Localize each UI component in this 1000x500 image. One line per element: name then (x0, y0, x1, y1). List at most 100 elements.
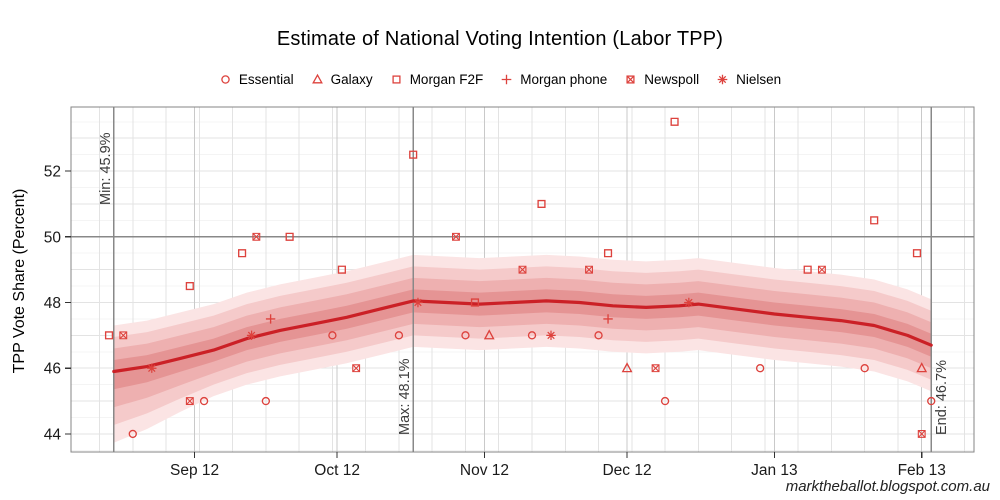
data-point-newspoll (651, 364, 660, 373)
legend-label: Newspoll (644, 72, 700, 87)
data-point-morgan-f2f-shape (185, 281, 194, 291)
y-tick-label: 44 (44, 426, 62, 443)
y-axis-title: TPP Vote Share (Percent) (11, 188, 28, 374)
data-point-essential-shape (199, 396, 209, 406)
data-point-essential-shape (328, 331, 337, 340)
morgan-f2f-square-icon (392, 75, 401, 84)
data-point-newspoll-shape (585, 265, 593, 274)
data-point-essential-shape (261, 396, 271, 406)
data-point-morgan-f2f (537, 199, 546, 209)
data-point-nielsen-shape (546, 330, 556, 341)
data-point-newspoll (452, 232, 460, 241)
data-point-nielsen (684, 297, 694, 308)
legend: Essential Galaxy Morgan F2F Morgan phone… (0, 72, 1000, 87)
y-tick-label: 46 (44, 361, 61, 378)
legend-item-essential: Essential (219, 72, 294, 87)
data-point-newspoll (119, 331, 128, 340)
data-point-essential (660, 396, 670, 406)
data-point-morgan-f2f (803, 265, 812, 274)
data-point-newspoll-shape (917, 429, 926, 438)
data-point-essential (199, 396, 209, 406)
x-tick-label: Feb 13 (898, 462, 946, 479)
data-point-newspoll-shape (352, 364, 360, 373)
x-tick-label: Oct 12 (314, 462, 360, 479)
data-point-newspoll (817, 265, 826, 274)
data-point-morgan-phone-shape (603, 314, 613, 324)
data-point-morgan-f2f (238, 249, 247, 258)
data-point-essential (527, 331, 537, 340)
legend-label: Galaxy (330, 72, 373, 87)
data-point-morgan-f2f-shape (337, 265, 346, 274)
data-point-nielsen (147, 363, 157, 373)
data-point-morgan-f2f (470, 298, 480, 307)
data-point-morgan-f2f (603, 249, 613, 258)
data-point-essential-shape (128, 429, 137, 439)
data-point-morgan-f2f-shape (238, 249, 247, 258)
data-point-newspoll-shape (452, 232, 460, 241)
x-tick-label: Dec 12 (602, 462, 651, 479)
data-point-morgan-f2f-shape (470, 298, 480, 307)
data-point-nielsen-shape (684, 297, 694, 308)
data-point-newspoll-shape (452, 232, 460, 241)
data-point-morgan-f2f (337, 265, 346, 274)
data-point-essential-shape (594, 331, 603, 340)
morgan-phone-plus-icon (501, 74, 512, 85)
data-point-essential (461, 331, 470, 340)
data-point-newspoll-shape (186, 397, 194, 405)
data-point-essential-shape (527, 331, 537, 340)
data-point-morgan-f2f (912, 249, 922, 258)
x-tick-label: Jan 13 (751, 462, 798, 479)
data-point-morgan-f2f-shape (912, 249, 922, 258)
data-point-newspoll (585, 265, 593, 274)
legend-label: Morgan F2F (409, 72, 484, 87)
data-point-essential (394, 331, 404, 340)
data-point-newspoll (185, 397, 194, 406)
data-point-morgan-f2f-shape (285, 232, 294, 241)
data-point-essential (128, 429, 137, 439)
nielsen-asterisk-icon (717, 74, 728, 85)
confidence-band-1 (113, 289, 932, 390)
data-point-galaxy (483, 329, 495, 340)
data-point-morgan-f2f-shape (603, 249, 613, 258)
data-point-newspoll-shape (252, 232, 261, 241)
end-line-label: End: 46.7% (934, 360, 950, 435)
data-point-galaxy-shape (621, 362, 633, 373)
data-point-essential-shape (660, 396, 670, 406)
data-point-newspoll-shape (518, 265, 527, 274)
legend-item-morgan-f2f: Morgan F2F (390, 72, 484, 87)
data-point-essential-shape (860, 364, 869, 373)
data-point-newspoll-shape (917, 430, 926, 438)
data-point-morgan-f2f-shape (803, 265, 812, 274)
data-point-essential (261, 396, 271, 406)
data-point-nielsen (413, 297, 423, 308)
data-point-essential (927, 396, 936, 406)
data-point-morgan-f2f (670, 117, 679, 126)
data-point-morgan-f2f (185, 281, 194, 291)
y-tick-label: 50 (44, 229, 62, 246)
data-point-galaxy (621, 362, 633, 373)
data-point-morgan-f2f (285, 232, 294, 241)
trend-line (112, 299, 933, 374)
data-point-essential (328, 331, 337, 340)
essential-circle-icon (221, 75, 230, 84)
data-point-newspoll (352, 364, 361, 373)
data-point-essential (594, 331, 603, 340)
data-point-morgan-f2f (870, 216, 879, 225)
data-point-morgan-phone (265, 314, 276, 324)
newspoll-crossed-square-icon (626, 75, 635, 84)
data-point-nielsen-shape (246, 330, 257, 341)
data-point-newspoll-shape (585, 265, 593, 274)
data-point-morgan-f2f-shape (104, 331, 114, 340)
chart-title: Estimate of National Voting Intention (L… (276, 28, 724, 50)
legend-label: Nielsen (736, 72, 782, 87)
data-point-nielsen (546, 330, 556, 341)
x-tick-label: Sep 12 (170, 462, 219, 479)
data-point-galaxy (916, 362, 928, 373)
data-point-newspoll (917, 429, 926, 438)
max-line-label: Max: 48.1% (397, 358, 413, 435)
galaxy-triangle-icon (311, 73, 323, 84)
data-point-morgan-f2f-shape (670, 117, 679, 126)
y-tick-label: 48 (44, 295, 61, 312)
